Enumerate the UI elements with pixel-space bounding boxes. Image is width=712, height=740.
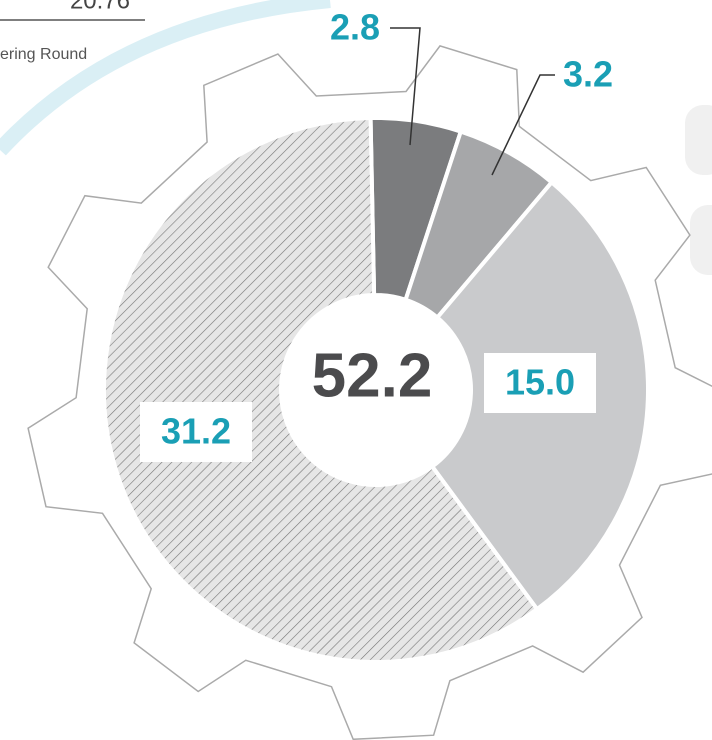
value-label: 15.0 [505,362,575,403]
chart: 20.76 ering Round 2.8 3.2 15.0 31.2 52.2 [0,0,712,740]
total-label: 52.2 [312,341,433,410]
value-label: 3.2 [563,54,613,95]
value-label: 31.2 [161,411,231,452]
decor-arc [0,0,330,150]
decor-shape [685,105,712,175]
decor-shape [690,205,712,275]
header-caption: ering Round [0,46,87,63]
value-label: 2.8 [330,7,380,48]
header-value: 20.76 [70,0,130,14]
